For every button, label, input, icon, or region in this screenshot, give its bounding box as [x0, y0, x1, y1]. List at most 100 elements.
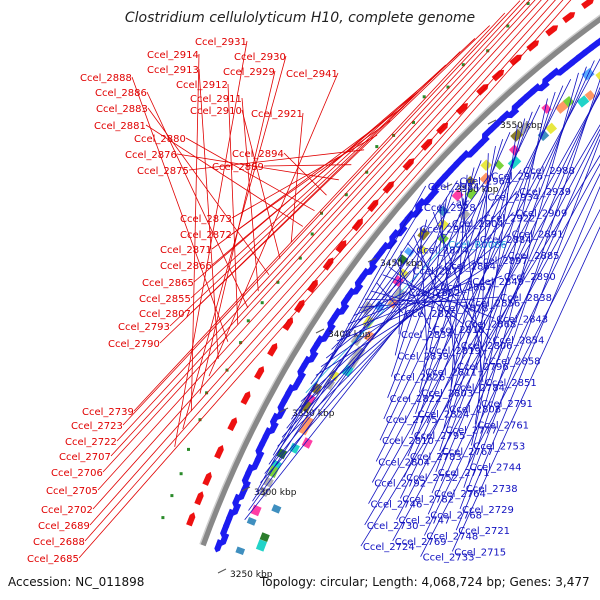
kbp-tick-label: 3250 kbp [230, 570, 273, 580]
cds-forward-arrow [307, 279, 318, 293]
gene-label-right: Ccel_2954 [428, 182, 480, 193]
cds-forward-arrow [227, 417, 238, 432]
gene-leader-line [331, 270, 411, 350]
feature-dot [486, 49, 490, 53]
gene-label-right: Ccel_2810 [382, 436, 434, 447]
gene-leader-line [159, 25, 490, 344]
gene-label-left: Ccel_2894 [232, 149, 284, 160]
gene-feature-block [288, 442, 300, 454]
gene-leader-line [336, 275, 503, 342]
kbp-tick-label: 3450 kbp [380, 259, 423, 269]
gene-leader-line [419, 227, 428, 351]
gene-leader-line [84, 0, 564, 542]
gene-feature-block [510, 128, 524, 142]
cds-forward-arrow [214, 445, 224, 460]
gene-leader-line [451, 226, 600, 552]
gene-label-left: Ccel_2911 [190, 94, 242, 105]
gene-label-left: Ccel_2705 [46, 486, 98, 497]
cds-reverse-arrow [268, 421, 279, 435]
gene-label-right: Ccel_2849 [472, 277, 524, 288]
gene-label-left: Ccel_2790 [108, 339, 160, 350]
cds-reverse-arrow [594, 35, 600, 46]
gene-leader-line [78, 0, 572, 559]
gene-leader-line [122, 0, 521, 426]
cds-reverse-arrow [499, 110, 512, 122]
cds-forward-arrow [402, 158, 415, 171]
feature-dot [365, 170, 369, 174]
gene-leader-line [360, 154, 600, 547]
gene-leader-line [92, 0, 549, 510]
gene-label-right: Ccel_2843 [496, 314, 548, 325]
gene-leader-line [398, 250, 402, 335]
feature-dot [446, 85, 450, 89]
gene-leader-line [188, 149, 365, 171]
gene-leader-line [364, 298, 467, 303]
gene-label-right: Ccel_2922 [484, 214, 536, 225]
kbp-tick-mark [241, 486, 251, 492]
gene-label-right: Ccel_2753 [473, 442, 525, 453]
gene-label-right: Ccel_2733 [423, 553, 475, 564]
gene-label-left: Ccel_2929 [223, 67, 275, 78]
gene-label-left: Ccel_2793 [118, 322, 170, 333]
genome-ring [199, 14, 600, 547]
feature-dot [246, 319, 250, 323]
gene-leader-line [133, 12, 506, 412]
cds-reverse-arrow [352, 282, 364, 295]
gene-leader-line [392, 163, 600, 541]
cds-reverse-arrow [308, 350, 319, 364]
feature-dot [239, 341, 243, 345]
gene-label-right: Ccel_2890 [504, 272, 556, 283]
gene-leader-line [244, 169, 522, 521]
gene-leader-line [347, 286, 439, 325]
kbp-tick-mark [367, 257, 377, 263]
gene-feature-block [246, 517, 257, 526]
gene-leader-line [241, 97, 259, 292]
gene-leader-line [396, 128, 600, 520]
gene-label-right: Ccel_2811 [425, 367, 477, 378]
gene-label-left: Ccel_2883 [96, 104, 148, 115]
gene-label-left: Ccel_2707 [59, 452, 111, 463]
cds-forward-arrow [526, 40, 540, 52]
feature-dot [375, 145, 379, 149]
cds-forward-arrow [267, 343, 278, 357]
feature-dot [276, 280, 280, 284]
cds-forward-arrow [322, 257, 334, 271]
cds-reverse-arrow [254, 450, 265, 464]
map-title: Clostridium cellulolyticum H10, complete… [124, 10, 476, 26]
gene-feature-block [300, 399, 313, 413]
gene-leader-line [427, 133, 600, 515]
gene-label-left: Ccel_2689 [38, 521, 90, 532]
gene-label-left: Ccel_2722 [65, 437, 117, 448]
gene-label-right: Ccel_2782 [402, 494, 454, 505]
gene-leader-line [419, 167, 475, 393]
gene-label-right: Ccel_2824 [418, 410, 470, 421]
cds-forward-arrow [509, 54, 523, 66]
cds-reverse-arrow [220, 532, 230, 546]
gene-label-left: Ccel_2886 [95, 88, 147, 99]
gene-leader-line [131, 76, 229, 342]
gene-label-right: Ccel_2747 [399, 516, 451, 527]
cds-reverse-arrow [231, 502, 242, 516]
gene-label-right: Ccel_2783 [410, 452, 462, 463]
gene-label-right: Ccel_2730 [367, 521, 419, 532]
gene-leader-line [97, 0, 542, 491]
gene-leader-line [231, 134, 378, 219]
cds-forward-arrow [545, 25, 559, 37]
left-gene-labels: Ccel_2931 Ccel_2930 Ccel_2914 Ccel_2929 Ccel… [27, 0, 572, 565]
kbp-tick-mark [279, 407, 289, 413]
gene-leader-line [315, 254, 506, 376]
kbp-tick-label: 3550 kbp [500, 121, 543, 131]
gene-feature-block [301, 437, 313, 449]
feature-dot [412, 120, 415, 124]
gene-leader-line [407, 85, 564, 457]
cds-reverse-arrow [295, 371, 307, 385]
gene-leader-line [364, 124, 600, 526]
gene-label-right: Ccel_2826 [393, 373, 445, 384]
cds-forward-arrow [562, 12, 576, 24]
gene-leader-line [439, 91, 556, 451]
cds-forward-arrow [335, 240, 347, 254]
gene-leader-line [146, 91, 249, 309]
gene-label-left: Ccel_2930 [234, 52, 286, 63]
gene-leader-line [359, 296, 499, 308]
gene-label-right: Ccel_2878 [437, 304, 489, 315]
